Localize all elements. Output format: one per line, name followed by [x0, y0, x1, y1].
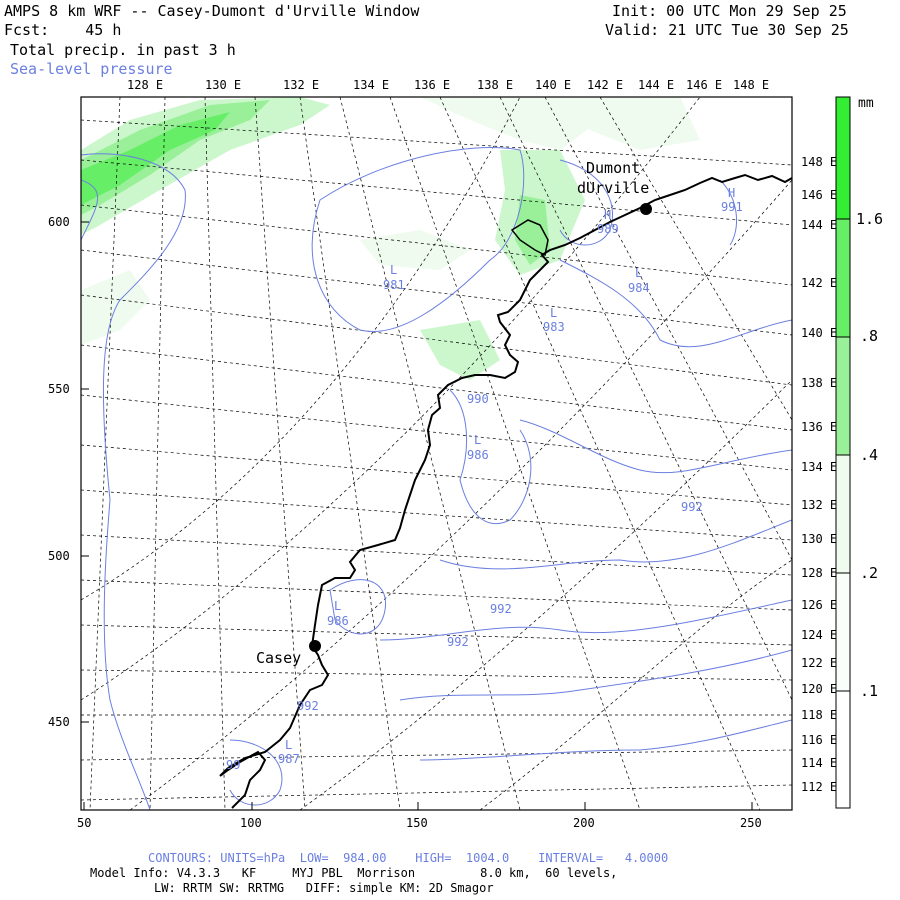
pressure-center-kind: L — [550, 306, 558, 320]
right-lon-label: 130 E — [801, 532, 838, 546]
right-lon-label: 124 E — [801, 628, 838, 642]
pressure-value-label: 989 — [597, 222, 619, 236]
right-lon-label: 148 E — [801, 155, 838, 169]
contour-info: CONTOURS: UNITS=hPa LOW= 984.00 HIGH= 10… — [148, 851, 669, 865]
graticule — [81, 97, 792, 810]
pressure-center-kind: H — [728, 186, 736, 200]
top-lon-label: 128 E — [127, 78, 164, 92]
right-lon-label: 134 E — [801, 460, 838, 474]
place-label-durville: dUrville — [577, 179, 650, 197]
top-lon-label: 148 E — [733, 78, 770, 92]
top-lon-label: 144 E — [638, 78, 675, 92]
pressure-value-label: 981 — [383, 278, 405, 292]
y-tick-label: 450 — [48, 715, 70, 729]
right-lon-label: 128 E — [801, 566, 838, 580]
bottom-axis-ticks — [81, 221, 753, 810]
colorbar-unit: mm — [858, 96, 874, 111]
plot-frame — [80, 96, 793, 811]
right-lon-label: 140 E — [801, 326, 838, 340]
colorbar-label: 1.6 — [856, 210, 884, 228]
model-info: Model Info: V4.3.3 KF MYJ PBL Morrison 8… — [90, 866, 618, 880]
pressure-center-kind: L — [635, 266, 643, 280]
pressure-center-kind: L — [285, 738, 293, 752]
coastline — [219, 173, 792, 809]
place-label-dumont: Dumont — [586, 159, 641, 177]
dumont-durville-station-marker — [640, 203, 652, 215]
pressure-center-kind: H — [604, 208, 612, 222]
pressure-value-label: 992 — [681, 500, 703, 514]
right-lon-label: 112 E — [801, 780, 838, 794]
x-tick-label: 100 — [240, 816, 262, 830]
pressure-value-label: 99 — [226, 758, 241, 772]
right-lon-label: 142 E — [801, 276, 838, 290]
pressure-value-label: 992 — [297, 699, 319, 713]
valid-time: Valid: 21 UTC Tue 30 Sep 25 — [605, 21, 849, 39]
pressure-value-label: 990 — [467, 392, 489, 406]
place-label-casey: Casey — [256, 649, 302, 667]
colorbar-label: .2 — [860, 564, 879, 582]
pressure-value-label: 984 — [628, 281, 650, 295]
top-lon-label: 136 E — [414, 78, 451, 92]
precip-shading — [81, 97, 700, 380]
pressure-center-kind: L — [334, 599, 342, 613]
right-lon-label: 144 E — [801, 218, 838, 232]
pressure-value-label: 983 — [543, 320, 565, 334]
right-lon-label: 114 E — [801, 756, 838, 770]
field-precip-label: Total precip. in past 3 h — [10, 41, 236, 59]
init-time: Init: 00 UTC Mon 29 Sep 25 — [612, 2, 847, 20]
pressure-contours — [81, 147, 792, 810]
right-lon-label: 138 E — [801, 376, 838, 390]
map-title: AMPS 8 km WRF -- Casey-Dumont d'Urville … — [4, 2, 420, 20]
pressure-value-label: 986 — [327, 614, 349, 628]
top-lon-label: 142 E — [587, 78, 624, 92]
right-lon-label: 136 E — [801, 420, 838, 434]
casey-station-marker — [309, 640, 321, 652]
top-lon-label: 132 E — [283, 78, 320, 92]
x-tick-label: 50 — [77, 816, 92, 830]
right-lon-label: 132 E — [801, 498, 838, 512]
right-lon-label: 118 E — [801, 708, 838, 722]
top-lon-label: 130 E — [205, 78, 242, 92]
pressure-value-label: 992 — [447, 635, 469, 649]
top-lon-label: 138 E — [477, 78, 514, 92]
right-lon-label: 122 E — [801, 656, 838, 670]
right-lon-label: 146 E — [801, 188, 838, 202]
pressure-center-kind: L — [474, 433, 482, 447]
pressure-value-label: 992 — [490, 602, 512, 616]
right-lon-label: 126 E — [801, 598, 838, 612]
pressure-center-kind: L — [390, 263, 398, 277]
x-tick-label: 200 — [573, 816, 595, 830]
y-tick-label: 550 — [48, 382, 70, 396]
top-lon-label: 146 E — [686, 78, 723, 92]
pressure-value-label: 987 — [278, 752, 300, 766]
top-lon-label: 140 E — [535, 78, 572, 92]
colorbar — [835, 96, 851, 809]
y-tick-label: 600 — [48, 215, 70, 229]
colorbar-label: .1 — [860, 682, 879, 700]
colorbar-label: .4 — [860, 446, 879, 464]
colorbar-label: .8 — [860, 327, 879, 345]
field-pressure-label: Sea-level pressure — [10, 60, 173, 78]
top-lon-label: 134 E — [353, 78, 390, 92]
forecast-hour: Fcst: 45 h — [4, 21, 122, 39]
right-lon-label: 120 E — [801, 682, 838, 696]
right-lon-label: 116 E — [801, 733, 838, 747]
pressure-value-label: 991 — [721, 200, 743, 214]
x-tick-label: 250 — [740, 816, 762, 830]
x-tick-label: 150 — [406, 816, 428, 830]
y-tick-label: 500 — [48, 549, 70, 563]
physics-info: LW: RRTM SW: RRTMG DIFF: simple KM: 2D S… — [154, 881, 494, 895]
pressure-value-label: 986 — [467, 448, 489, 462]
